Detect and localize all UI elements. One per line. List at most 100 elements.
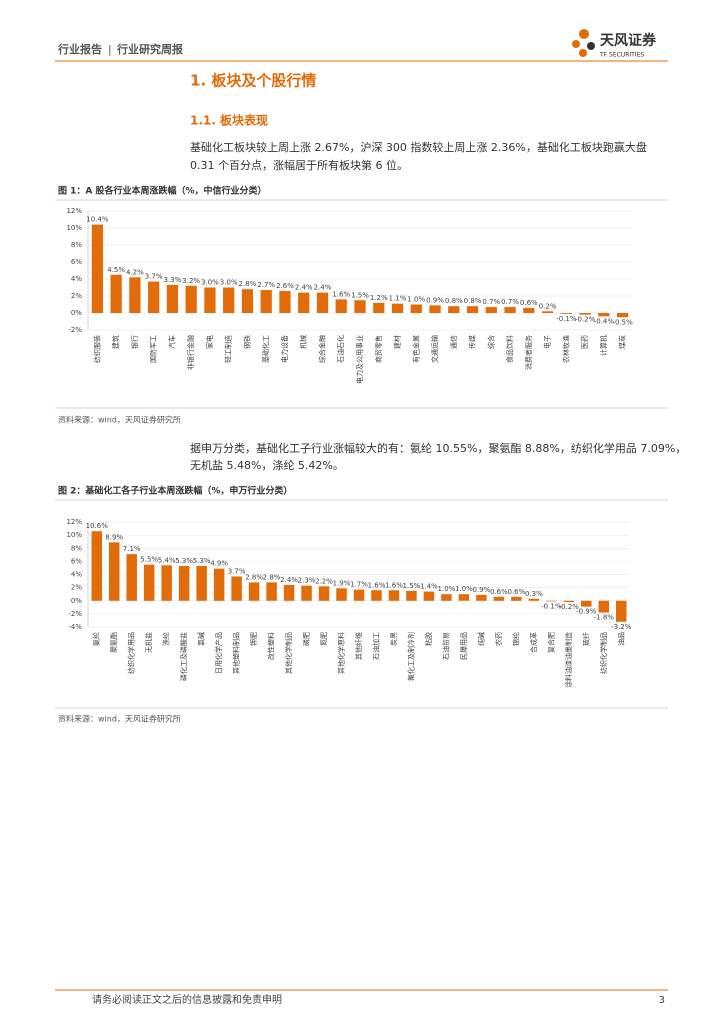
value-label: 2.8% (263, 573, 281, 581)
value-label: 0.8% (464, 297, 482, 305)
x-tick-label: 综合金融 (317, 335, 326, 363)
value-label: 1.7% (350, 581, 368, 589)
x-tick-label: 纺织化学制品 (599, 632, 608, 674)
bar (441, 594, 452, 601)
bar (371, 590, 382, 601)
bar (126, 554, 137, 601)
value-label: 1.6% (368, 581, 386, 589)
bar (429, 305, 441, 313)
y-tick-label: 12% (66, 518, 82, 526)
x-tick-label: 锦纶 (511, 632, 520, 646)
bar (129, 277, 141, 313)
bar (504, 307, 516, 313)
bar (166, 284, 179, 313)
separator: | (108, 43, 112, 56)
y-tick-label: 4% (71, 275, 82, 283)
bar (279, 290, 291, 313)
bar (110, 274, 122, 313)
x-tick-label: 无机盐 (144, 632, 153, 653)
value-label: -0.1% (541, 602, 562, 610)
x-tick-label: 氮肥 (319, 632, 328, 646)
figure-title: 图 1：A 股各行业本周涨跌幅（%，中信行业分类） (58, 185, 267, 197)
bar (178, 565, 190, 601)
x-tick-label: 聚氨酯 (109, 632, 118, 653)
bar (148, 281, 160, 313)
x-tick-label: 农林牧渔 (561, 335, 570, 363)
bar (298, 292, 310, 313)
bar (493, 596, 505, 601)
bar (476, 594, 487, 601)
value-label: 4.9% (210, 560, 228, 568)
bar (266, 582, 277, 601)
report-category: 行业研究周报 (116, 42, 184, 56)
bar (511, 596, 522, 601)
bar (260, 290, 272, 313)
x-tick-label: 电力及公用事业 (355, 335, 364, 384)
x-tick-label: 机械 (299, 335, 308, 349)
value-label: 8.9% (105, 533, 123, 541)
bar (108, 542, 120, 601)
bar (598, 600, 610, 613)
value-label: 2.7% (257, 281, 275, 289)
value-label: 1.5% (351, 291, 369, 299)
x-tick-label: 合成革 (529, 632, 538, 653)
bar (528, 598, 540, 601)
x-tick-label: 电子 (543, 335, 552, 349)
y-tick-label: 2% (71, 584, 82, 592)
bar (318, 586, 330, 601)
bar (353, 589, 365, 601)
value-label: -0.2% (575, 316, 596, 324)
x-tick-label: 煤炭 (618, 335, 627, 349)
value-label: 3.0% (201, 279, 219, 287)
x-tick-label: 汽车 (167, 335, 176, 349)
y-tick-label: -2% (68, 326, 82, 334)
x-tick-label: 其他塑料制品 (232, 632, 241, 674)
value-label: 0.6% (490, 588, 508, 596)
value-label: 2.3% (298, 577, 316, 585)
y-tick-label: 0% (71, 309, 82, 317)
value-label: 1.1% (389, 295, 407, 303)
x-tick-label: 计算机 (599, 335, 608, 356)
bar (223, 287, 235, 313)
bar (458, 594, 470, 601)
x-tick-label: 氟化工及制冷剂 (406, 632, 415, 681)
value-label: -0.1% (556, 315, 577, 323)
value-label: 5.3% (193, 557, 211, 565)
x-tick-label: 通信 (449, 335, 458, 349)
value-label: 2.4% (314, 284, 332, 292)
x-tick-label: 其他化学原料 (337, 632, 346, 674)
x-tick-label: 纺织服装 (92, 335, 101, 363)
bar (406, 590, 417, 601)
paragraph-line: 基础化工板块较上周上涨 2.67%，沪深 300 指数较上周上涨 2.36%，基… (190, 140, 647, 154)
x-tick-label: 商贸零售 (374, 335, 383, 363)
value-label: 2.4% (295, 284, 313, 292)
x-tick-label: 日用化学产品 (214, 632, 223, 674)
paragraph-line: 无机盐 5.48%，涤纶 5.42%。 (190, 458, 344, 472)
value-label: 2.8% (239, 280, 257, 288)
value-label: -0.5% (612, 318, 633, 326)
x-tick-label: 油品 (616, 632, 625, 646)
x-tick-label: 复合肥 (546, 632, 555, 653)
y-tick-label: 8% (71, 241, 82, 249)
value-label: 2.4% (280, 576, 298, 584)
bar (204, 287, 216, 313)
figure-title: 图 2：基础化工各子行业本周涨跌幅（%，申万行业分类） (58, 485, 292, 497)
value-label: 3.7% (228, 567, 246, 575)
value-label: 0.3% (525, 590, 543, 598)
logo-icon (572, 29, 595, 57)
bar (231, 576, 242, 601)
value-label: 2.6% (276, 282, 294, 290)
y-tick-label: 6% (71, 258, 82, 266)
x-tick-label: 农药 (494, 632, 503, 646)
x-tick-label: 消费者服务 (524, 335, 533, 370)
x-tick-label: 国防军工 (149, 335, 158, 363)
x-tick-label: 钢铁 (242, 335, 251, 349)
x-tick-label: 涂料油漆油墨制造 (564, 632, 573, 688)
x-tick-label: 轻工制造 (224, 335, 233, 363)
bar (241, 289, 254, 313)
x-tick-label: 非银行金融 (186, 335, 195, 370)
x-tick-label: 建材 (393, 335, 402, 349)
y-tick-label: 6% (71, 557, 82, 565)
x-tick-label: 氯碱 (197, 632, 206, 646)
